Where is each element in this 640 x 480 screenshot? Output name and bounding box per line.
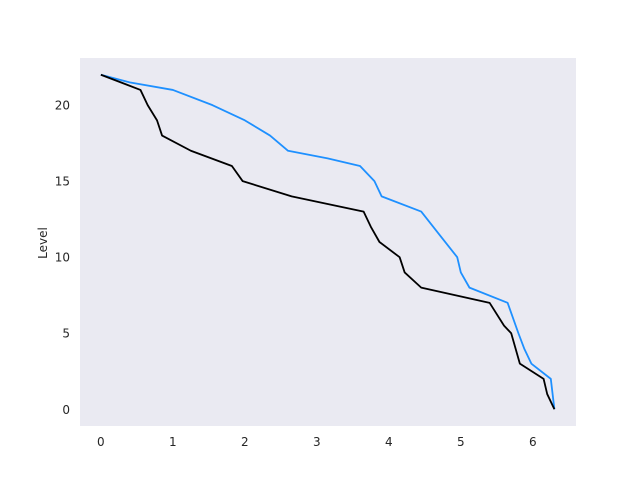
x-axis-ticks: 0 1 2 3 4 5 6	[97, 435, 537, 449]
series-layer	[100, 73, 556, 410]
plot-area	[80, 58, 576, 426]
x-tick-label: 1	[169, 435, 177, 449]
x-tick-label: 3	[313, 435, 321, 449]
y-axis-ticks: 0 5 10 15 20	[55, 99, 70, 417]
series-line-2	[100, 73, 556, 410]
series-line-1	[100, 73, 556, 410]
y-tick-label: 0	[62, 403, 70, 417]
y-tick-label: 10	[55, 251, 70, 265]
x-tick-label: 4	[385, 435, 393, 449]
y-axis-label: Level	[36, 227, 50, 259]
x-tick-label: 5	[457, 435, 465, 449]
y-tick-label: 15	[55, 175, 70, 189]
y-tick-label: 5	[62, 327, 70, 341]
x-tick-label: 2	[241, 435, 249, 449]
y-tick-label: 20	[55, 99, 70, 113]
x-tick-label: 6	[529, 435, 537, 449]
x-tick-label: 0	[97, 435, 105, 449]
